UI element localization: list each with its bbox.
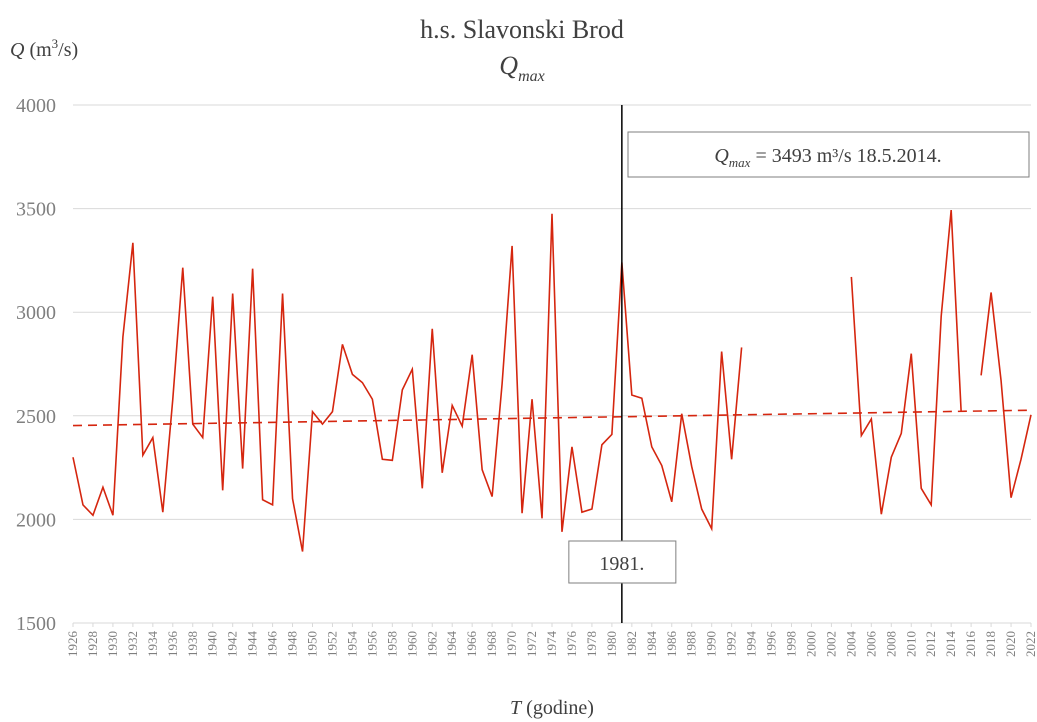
chart-subtitle: Qmax	[499, 51, 544, 85]
x-tick-label: 1994	[744, 631, 759, 658]
y-tick-label: 4000	[16, 95, 56, 117]
x-tick-label: 1968	[484, 631, 499, 657]
x-tick-label: 1950	[305, 631, 320, 657]
data-line	[72, 209, 1032, 552]
x-tick-label: 2002	[823, 631, 838, 657]
x-tick-label: 1934	[145, 631, 160, 658]
y-tick-label: 3500	[16, 199, 56, 221]
x-tick-label: 1980	[604, 631, 619, 657]
x-tick-label: 1956	[364, 631, 379, 658]
x-tick-label: 1946	[265, 631, 280, 658]
x-tick-label: 1982	[624, 631, 639, 657]
x-tick-label: 2006	[863, 631, 878, 658]
x-tick-label: 1974	[544, 631, 559, 658]
x-tick-label: 1932	[125, 631, 140, 657]
x-tick-label: 1984	[644, 631, 659, 658]
y-label-unit-close: /s)	[58, 39, 78, 61]
y-tick-label: 1500	[16, 613, 56, 635]
subtitle-symbol: Q	[499, 51, 518, 80]
x-tick-label: 2004	[843, 631, 858, 658]
marker-label: 1981.	[599, 553, 644, 575]
x-tick-label: 1990	[704, 631, 719, 657]
x-tick-label: 1998	[784, 631, 799, 657]
x-tick-label: 2020	[1003, 631, 1018, 657]
y-tick-label: 2500	[16, 406, 56, 428]
x-tick-label: 1996	[764, 631, 779, 658]
x-tick-label: 1970	[504, 631, 519, 657]
y-label-symbol: Q	[10, 39, 25, 61]
x-tick-label: 1992	[724, 631, 739, 657]
trend-line	[72, 409, 1032, 427]
x-tick-label: 1928	[85, 631, 100, 657]
x-tick-label: 1958	[384, 631, 399, 657]
x-tick-label: 1952	[324, 631, 339, 657]
x-tick-label: 1976	[564, 631, 579, 658]
x-tick-label: 1938	[185, 631, 200, 657]
x-tick-label: 1944	[245, 631, 260, 658]
x-label-text: (godine)	[526, 697, 594, 719]
x-tick-label: 1972	[524, 631, 539, 657]
x-tick-label: 2014	[943, 631, 958, 658]
x-tick-label: 1966	[464, 631, 479, 658]
max-note-subscript: max	[729, 155, 751, 170]
y-tick-label: 3000	[16, 302, 56, 324]
x-tick-label: 2016	[963, 631, 978, 658]
x-tick-label: 2018	[983, 631, 998, 657]
x-tick-label: 1936	[165, 631, 180, 658]
y-label-unit: (m	[29, 39, 52, 61]
x-tick-label: 1942	[225, 631, 240, 657]
x-tick-label: 1964	[444, 631, 459, 658]
subtitle-subscript: max	[518, 68, 545, 85]
x-tick-label: 1960	[404, 631, 419, 657]
x-tick-label: 1988	[684, 631, 699, 657]
x-tick-label: 1948	[285, 631, 300, 657]
x-axis-label: T (godine)	[510, 697, 594, 719]
chart-title: h.s. Slavonski Brod	[420, 15, 624, 44]
x-tick-label: 1926	[65, 631, 80, 658]
x-tick-label: 2008	[883, 631, 898, 657]
x-tick-label: 1978	[584, 631, 599, 657]
x-tick-label: 1940	[205, 631, 220, 657]
x-tick-label: 1962	[424, 631, 439, 657]
x-tick-label: 2000	[803, 631, 818, 657]
x-label-symbol: T	[510, 697, 523, 719]
y-label-sup: 3	[52, 36, 59, 51]
max-note-text: = 3493 m³/s 18.5.2014.	[750, 145, 941, 167]
y-tick-label: 2000	[16, 509, 56, 531]
x-tick-label: 1986	[664, 631, 679, 658]
max-note-box	[627, 131, 1030, 178]
marker-box	[568, 540, 677, 584]
y-axis-label: Q (m3/s)	[10, 36, 78, 61]
x-tick-label: 2022	[1023, 631, 1037, 657]
max-note-symbol: Q	[714, 145, 729, 167]
x-tick-label: 1954	[344, 631, 359, 658]
x-tick-label: 1930	[105, 631, 120, 657]
max-note: Qmax = 3493 m³/s 18.5.2014.	[714, 145, 941, 170]
x-tick-label: 2012	[923, 631, 938, 657]
x-tick-label: 2010	[903, 631, 918, 657]
